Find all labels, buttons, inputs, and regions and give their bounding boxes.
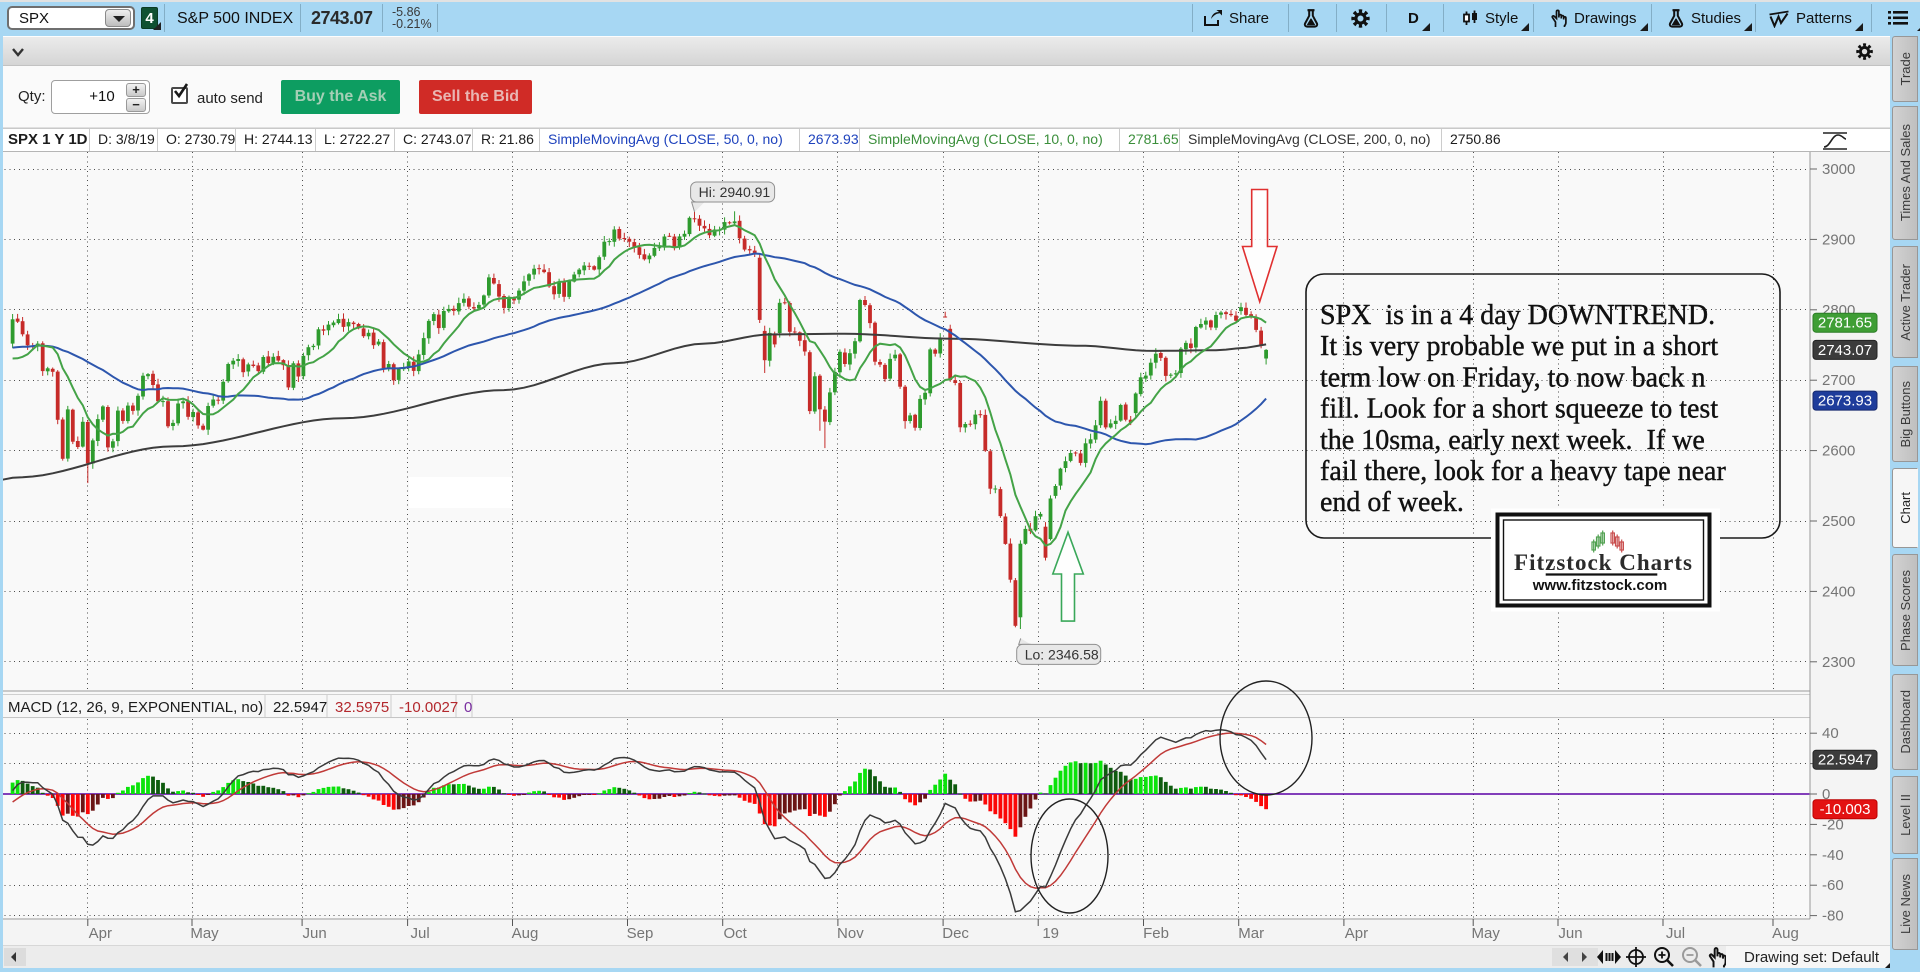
svg-text:22.5947: 22.5947 xyxy=(1818,752,1872,769)
svg-text:32.5975: 32.5975 xyxy=(335,699,389,716)
svg-text:Hi: 2940.91: Hi: 2940.91 xyxy=(699,184,771,200)
svg-text:0: 0 xyxy=(464,699,472,716)
svg-text:2600: 2600 xyxy=(1822,443,1855,460)
svg-text:2673.93: 2673.93 xyxy=(1818,393,1872,410)
svg-text:the 10sma, early next week. I: the 10sma, early next week. If we xyxy=(1320,425,1705,456)
svg-text:Aug: Aug xyxy=(1772,925,1799,942)
svg-text:2743.07: 2743.07 xyxy=(1818,342,1872,359)
svg-text:-60: -60 xyxy=(1822,877,1844,894)
svg-text:Jun: Jun xyxy=(1558,925,1582,942)
svg-text:3000: 3000 xyxy=(1822,161,1855,178)
svg-text:Nov: Nov xyxy=(837,925,864,942)
svg-text:fill. Look for a short squeeze: fill. Look for a short squeeze to test xyxy=(1320,394,1718,425)
svg-text:fail there, look for a heavy t: fail there, look for a heavy tape near xyxy=(1320,456,1726,487)
svg-text:40: 40 xyxy=(1822,725,1839,742)
svg-text:2500: 2500 xyxy=(1822,513,1855,530)
svg-text:Jun: Jun xyxy=(303,925,327,942)
svg-text:www.fitzstock.com: www.fitzstock.com xyxy=(1532,577,1667,594)
svg-text:Jul: Jul xyxy=(411,925,430,942)
svg-text:-40: -40 xyxy=(1822,847,1844,864)
svg-text:2300: 2300 xyxy=(1822,654,1855,671)
svg-text:Apr: Apr xyxy=(89,925,112,942)
svg-text:19: 19 xyxy=(1042,925,1059,942)
svg-text:2900: 2900 xyxy=(1822,231,1855,248)
svg-text:-20: -20 xyxy=(1822,816,1844,833)
svg-text:Feb: Feb xyxy=(1143,925,1169,942)
svg-text:-80: -80 xyxy=(1822,908,1844,925)
svg-text:Mar: Mar xyxy=(1238,925,1264,942)
svg-text:It is very probable we put in: It is very probable we put in a short xyxy=(1320,331,1718,362)
svg-text:2781.65: 2781.65 xyxy=(1818,315,1872,332)
svg-text:22.5947: 22.5947 xyxy=(273,699,327,716)
svg-text:May: May xyxy=(190,925,219,942)
svg-text:Lo: 2346.58: Lo: 2346.58 xyxy=(1025,646,1099,662)
svg-text:2700: 2700 xyxy=(1822,372,1855,389)
svg-text:-10.003: -10.003 xyxy=(1820,801,1871,818)
svg-text:MACD (12, 26, 9, EXPONENTIAL,: MACD (12, 26, 9, EXPONENTIAL, no) xyxy=(8,699,263,716)
svg-text:-10.0027: -10.0027 xyxy=(399,699,458,716)
svg-text:Fitzstock Charts: Fitzstock Charts xyxy=(1514,550,1693,575)
svg-text:Aug: Aug xyxy=(512,925,539,942)
svg-text:Dec: Dec xyxy=(942,925,969,942)
svg-text:end of week.: end of week. xyxy=(1320,487,1464,518)
svg-text:term low on Friday, to now bac: term low on Friday, to now back n xyxy=(1320,362,1705,393)
svg-text:Jul: Jul xyxy=(1666,925,1685,942)
svg-text:Oct: Oct xyxy=(724,925,748,942)
svg-text:Apr: Apr xyxy=(1345,925,1368,942)
svg-text:May: May xyxy=(1472,925,1501,942)
svg-text:2400: 2400 xyxy=(1822,583,1855,600)
svg-text:Sep: Sep xyxy=(627,925,654,942)
svg-text:0: 0 xyxy=(1822,786,1830,803)
svg-text:SPX is in a 4 day DOWNTREND.: SPX is in a 4 day DOWNTREND. xyxy=(1320,300,1715,331)
